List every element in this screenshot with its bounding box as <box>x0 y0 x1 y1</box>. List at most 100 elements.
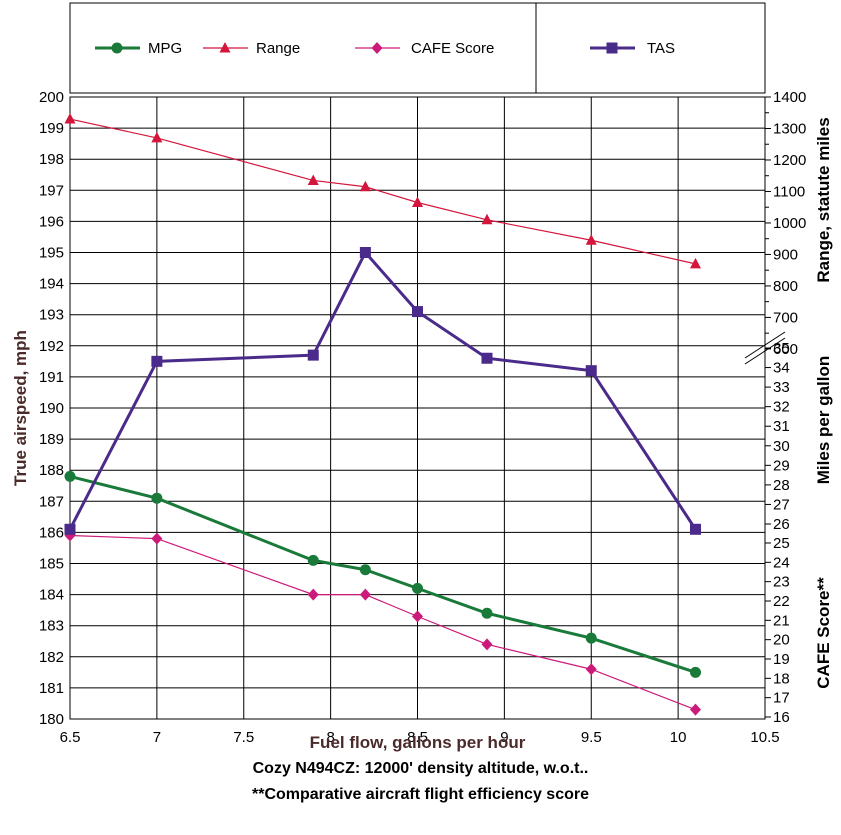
legend-label-range: Range <box>256 40 300 57</box>
y-right-mpg-tick-label: 26 <box>773 516 790 533</box>
y-right-cafe-tick-label: 23 <box>773 574 790 591</box>
data-point-range <box>151 131 163 143</box>
y-right-cafe-title: CAFE Score** <box>814 577 833 689</box>
legend-marker-range <box>219 42 231 53</box>
y-left-tick-label: 191 <box>39 369 64 386</box>
data-point-range <box>307 174 319 185</box>
y-right-mpg-tick-label: 28 <box>773 477 790 494</box>
x-axis-title: Fuel flow, gallons per hour <box>310 733 526 752</box>
data-point-cafe-score <box>585 663 597 676</box>
series-line-range <box>69 118 696 265</box>
y-left-tick-label: 193 <box>39 307 64 324</box>
caption-line-2: **Comparative aircraft flight efficiency… <box>251 786 589 803</box>
x-tick-label: 9 <box>500 729 508 746</box>
y-left-tick-label: 185 <box>39 556 64 573</box>
data-point-cafe-score <box>359 588 371 601</box>
data-point-cafe-score <box>412 610 423 623</box>
data-point-tas <box>64 523 76 535</box>
data-point-mpg <box>690 666 701 678</box>
y-left-tick-label: 196 <box>39 213 64 230</box>
y-right-range-tick-label: 600 <box>773 341 798 358</box>
y-right-mpg-title: Miles per gallon <box>814 356 833 484</box>
y-left-tick-label: 190 <box>39 400 64 417</box>
data-point-range <box>585 234 597 245</box>
data-point-range <box>359 180 371 192</box>
y-right-cafe-tick-label: 17 <box>773 690 790 707</box>
x-tick-label: 10 <box>670 729 687 746</box>
y-left-tick-label: 192 <box>39 338 64 355</box>
y-right-cafe-tick-label: 18 <box>773 670 790 687</box>
data-point-cafe-score <box>307 588 319 601</box>
y-right-cafe-tick-label: 20 <box>773 632 790 649</box>
data-point-cafe-score <box>481 638 493 651</box>
y-left-tick-label: 180 <box>39 711 64 728</box>
y-right-cafe-tick-label: 21 <box>773 612 790 629</box>
data-point-tas <box>481 352 493 364</box>
caption-line-1: Cozy N494CZ: 12000' density altitude, w.… <box>252 760 589 777</box>
y-right-mpg-tick-label: 34 <box>773 360 790 377</box>
legend-label-mpg: MPG <box>148 40 182 57</box>
y-right-range-tick-label: 1400 <box>773 89 806 106</box>
data-point-tas <box>690 523 701 535</box>
data-point-range <box>690 257 701 269</box>
y-left-tick-label: 188 <box>39 462 64 479</box>
y-right-mpg-tick-label: 32 <box>773 399 790 416</box>
y-right-range-tick-label: 1100 <box>773 183 805 200</box>
x-tick-label: 7.5 <box>233 729 254 746</box>
y-right-mpg-tick-label: 33 <box>773 379 790 396</box>
axis-break-mark <box>744 337 786 365</box>
x-tick-label: 8.5 <box>407 729 428 746</box>
data-point-range <box>481 213 493 225</box>
y-right-cafe-tick-label: 24 <box>773 554 790 571</box>
y-right-cafe-tick-label: 25 <box>773 535 790 552</box>
data-point-tas <box>307 349 319 361</box>
y-left-tick-label: 189 <box>39 431 64 448</box>
legend-label-cafe-score: CAFE Score <box>411 40 494 57</box>
data-point-cafe-score <box>151 532 163 545</box>
y-right-mpg-tick-label: 29 <box>773 457 790 474</box>
y-right-mpg-tick-label: 31 <box>773 418 790 435</box>
legend-label-tas: TAS <box>647 40 675 57</box>
x-tick-label: 6.5 <box>60 729 81 746</box>
x-tick-label: 9.5 <box>581 729 602 746</box>
y-right-cafe-tick-label: 16 <box>773 709 790 726</box>
y-left-tick-label: 187 <box>39 493 64 510</box>
x-tick-label: 10.5 <box>750 729 779 746</box>
data-point-mpg <box>585 632 597 644</box>
data-point-mpg <box>412 582 423 594</box>
series-line-tas <box>68 249 697 531</box>
legend-box <box>69 2 766 94</box>
y-left-tick-label: 194 <box>39 276 64 293</box>
y-left-tick-label: 195 <box>39 245 64 262</box>
legend-marker-mpg <box>111 42 123 54</box>
data-point-range <box>412 196 423 207</box>
data-point-tas <box>412 306 423 318</box>
x-tick-label: 8 <box>326 729 334 746</box>
y-left-tick-label: 181 <box>39 680 64 697</box>
axis-break-mark <box>744 331 786 359</box>
y-right-range-tick-label: 800 <box>773 278 798 295</box>
y-left-tick-label: 197 <box>39 182 64 199</box>
y-left-tick-label: 200 <box>39 89 64 106</box>
y-left-axis-title: True airspeed, mph <box>11 330 30 486</box>
y-right-range-tick-label: 1000 <box>773 215 806 232</box>
data-point-tas <box>151 355 163 367</box>
y-left-tick-label: 182 <box>39 649 64 666</box>
data-point-mpg <box>481 607 493 619</box>
y-right-range-tick-label: 1300 <box>773 120 806 137</box>
y-left-tick-label: 184 <box>39 587 64 604</box>
y-right-range-title: Range, statute miles <box>814 117 833 282</box>
series-line-cafe-score <box>69 534 696 711</box>
data-point-tas <box>359 247 371 258</box>
y-right-mpg-tick-label: 35 <box>773 340 790 357</box>
data-point-range <box>64 113 76 124</box>
x-tick-label: 7 <box>153 729 161 746</box>
data-point-mpg <box>359 564 371 576</box>
y-right-cafe-tick-label: 22 <box>773 593 790 610</box>
y-left-tick-label: 198 <box>39 151 64 168</box>
data-point-mpg <box>151 492 163 504</box>
y-right-mpg-tick-label: 30 <box>773 438 790 455</box>
y-right-range-tick-label: 900 <box>773 246 798 263</box>
data-point-mpg <box>64 470 76 482</box>
